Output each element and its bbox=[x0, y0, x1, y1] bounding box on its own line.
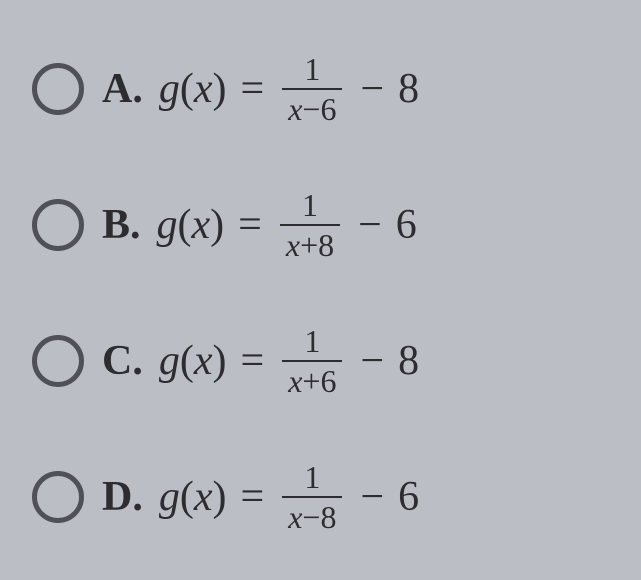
option-a-row[interactable]: A. g(x) = 1 x−6 − 8 bbox=[32, 24, 631, 154]
option-c-expression: g(x) = 1 x+6 − 8 bbox=[159, 325, 419, 397]
option-d-row[interactable]: D. g(x) = 1 x−8 − 6 bbox=[32, 432, 631, 562]
option-letter: B. bbox=[102, 201, 141, 249]
option-b-row[interactable]: B. g(x) = 1 x+8 − 6 bbox=[32, 160, 631, 290]
option-d-expression: g(x) = 1 x−8 − 6 bbox=[159, 461, 419, 533]
radio-c[interactable] bbox=[32, 335, 84, 387]
radio-a[interactable] bbox=[32, 63, 84, 115]
option-letter: C. bbox=[102, 337, 143, 385]
option-b-expression: g(x) = 1 x+8 − 6 bbox=[157, 189, 417, 261]
radio-d[interactable] bbox=[32, 471, 84, 523]
option-a-expression: g(x) = 1 x−6 − 8 bbox=[159, 53, 419, 125]
fraction: 1 x−8 bbox=[282, 461, 342, 533]
option-letter: D. bbox=[102, 473, 143, 521]
fraction: 1 x+8 bbox=[280, 189, 340, 261]
radio-b[interactable] bbox=[32, 199, 84, 251]
option-letter: A. bbox=[102, 65, 143, 113]
fraction: 1 x+6 bbox=[282, 325, 342, 397]
option-c-row[interactable]: C. g(x) = 1 x+6 − 8 bbox=[32, 296, 631, 426]
fraction: 1 x−6 bbox=[282, 53, 342, 125]
